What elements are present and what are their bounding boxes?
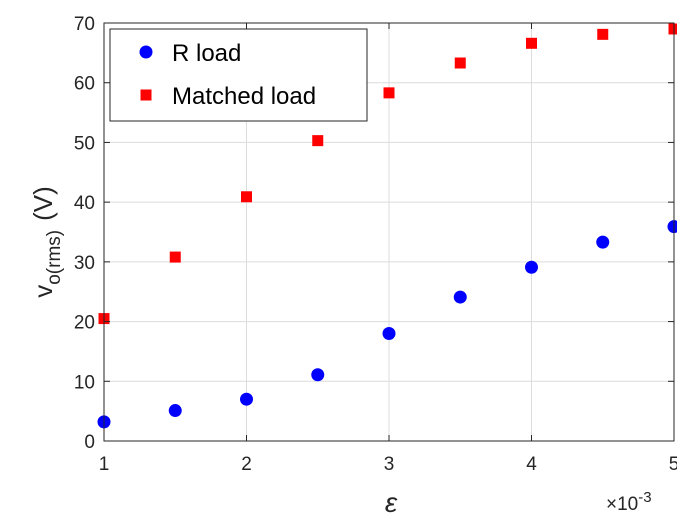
- y-axis-label: vo(rms) (V): [28, 186, 65, 298]
- legend: R load Matched load: [109, 28, 368, 122]
- r-load-point: [667, 220, 677, 234]
- matched-load-point: [241, 191, 252, 203]
- data-points: [97, 23, 677, 429]
- r-load-point: [168, 404, 182, 418]
- y-label-main: v: [28, 285, 58, 298]
- x-tick-label: 4: [526, 454, 537, 475]
- legend-square-marker: [140, 89, 152, 101]
- x-tick-label: 3: [384, 454, 395, 475]
- matched-load-point: [526, 37, 537, 49]
- x-tick-label: 1: [99, 454, 110, 475]
- y-label-unit: (V): [28, 186, 58, 221]
- y-tick-label: 70: [74, 14, 95, 35]
- r-load-point: [311, 368, 325, 382]
- matched-load-point: [169, 251, 181, 263]
- x-axis-multiplier: ×10-3: [606, 489, 652, 515]
- y-tick-label: 40: [74, 193, 95, 214]
- legend-circle-marker: [139, 45, 153, 59]
- matched-load-point: [597, 28, 609, 40]
- legend-entry-label: Matched load: [172, 83, 316, 110]
- r-load-point: [240, 392, 253, 406]
- r-load-point: [525, 260, 538, 274]
- y-tick-label: 30: [74, 253, 95, 274]
- matched-load-point: [312, 135, 324, 147]
- matched-load-point: [383, 87, 395, 99]
- x-axis-label: ε: [385, 487, 398, 518]
- r-load-point: [382, 327, 396, 341]
- y-label-subscript: o(rms): [44, 230, 65, 285]
- y-tick-label: 60: [74, 74, 95, 95]
- y-tick-label: 10: [74, 372, 95, 393]
- legend-box: [109, 28, 368, 122]
- x-multiplier-base: ×10: [606, 494, 638, 515]
- x-tick-label: 2: [241, 454, 252, 475]
- legend-entry-label: R load: [172, 40, 241, 67]
- x-tick-label: 5: [669, 454, 677, 475]
- y-tick-label: 20: [74, 313, 95, 334]
- x-multiplier-exponent: -3: [638, 489, 651, 506]
- r-load-point: [453, 290, 467, 304]
- matched-load-point: [668, 23, 677, 35]
- matched-load-point: [454, 57, 466, 69]
- y-tick-label: 50: [74, 133, 95, 154]
- r-load-point: [596, 235, 610, 249]
- y-tick-label: 0: [84, 432, 95, 453]
